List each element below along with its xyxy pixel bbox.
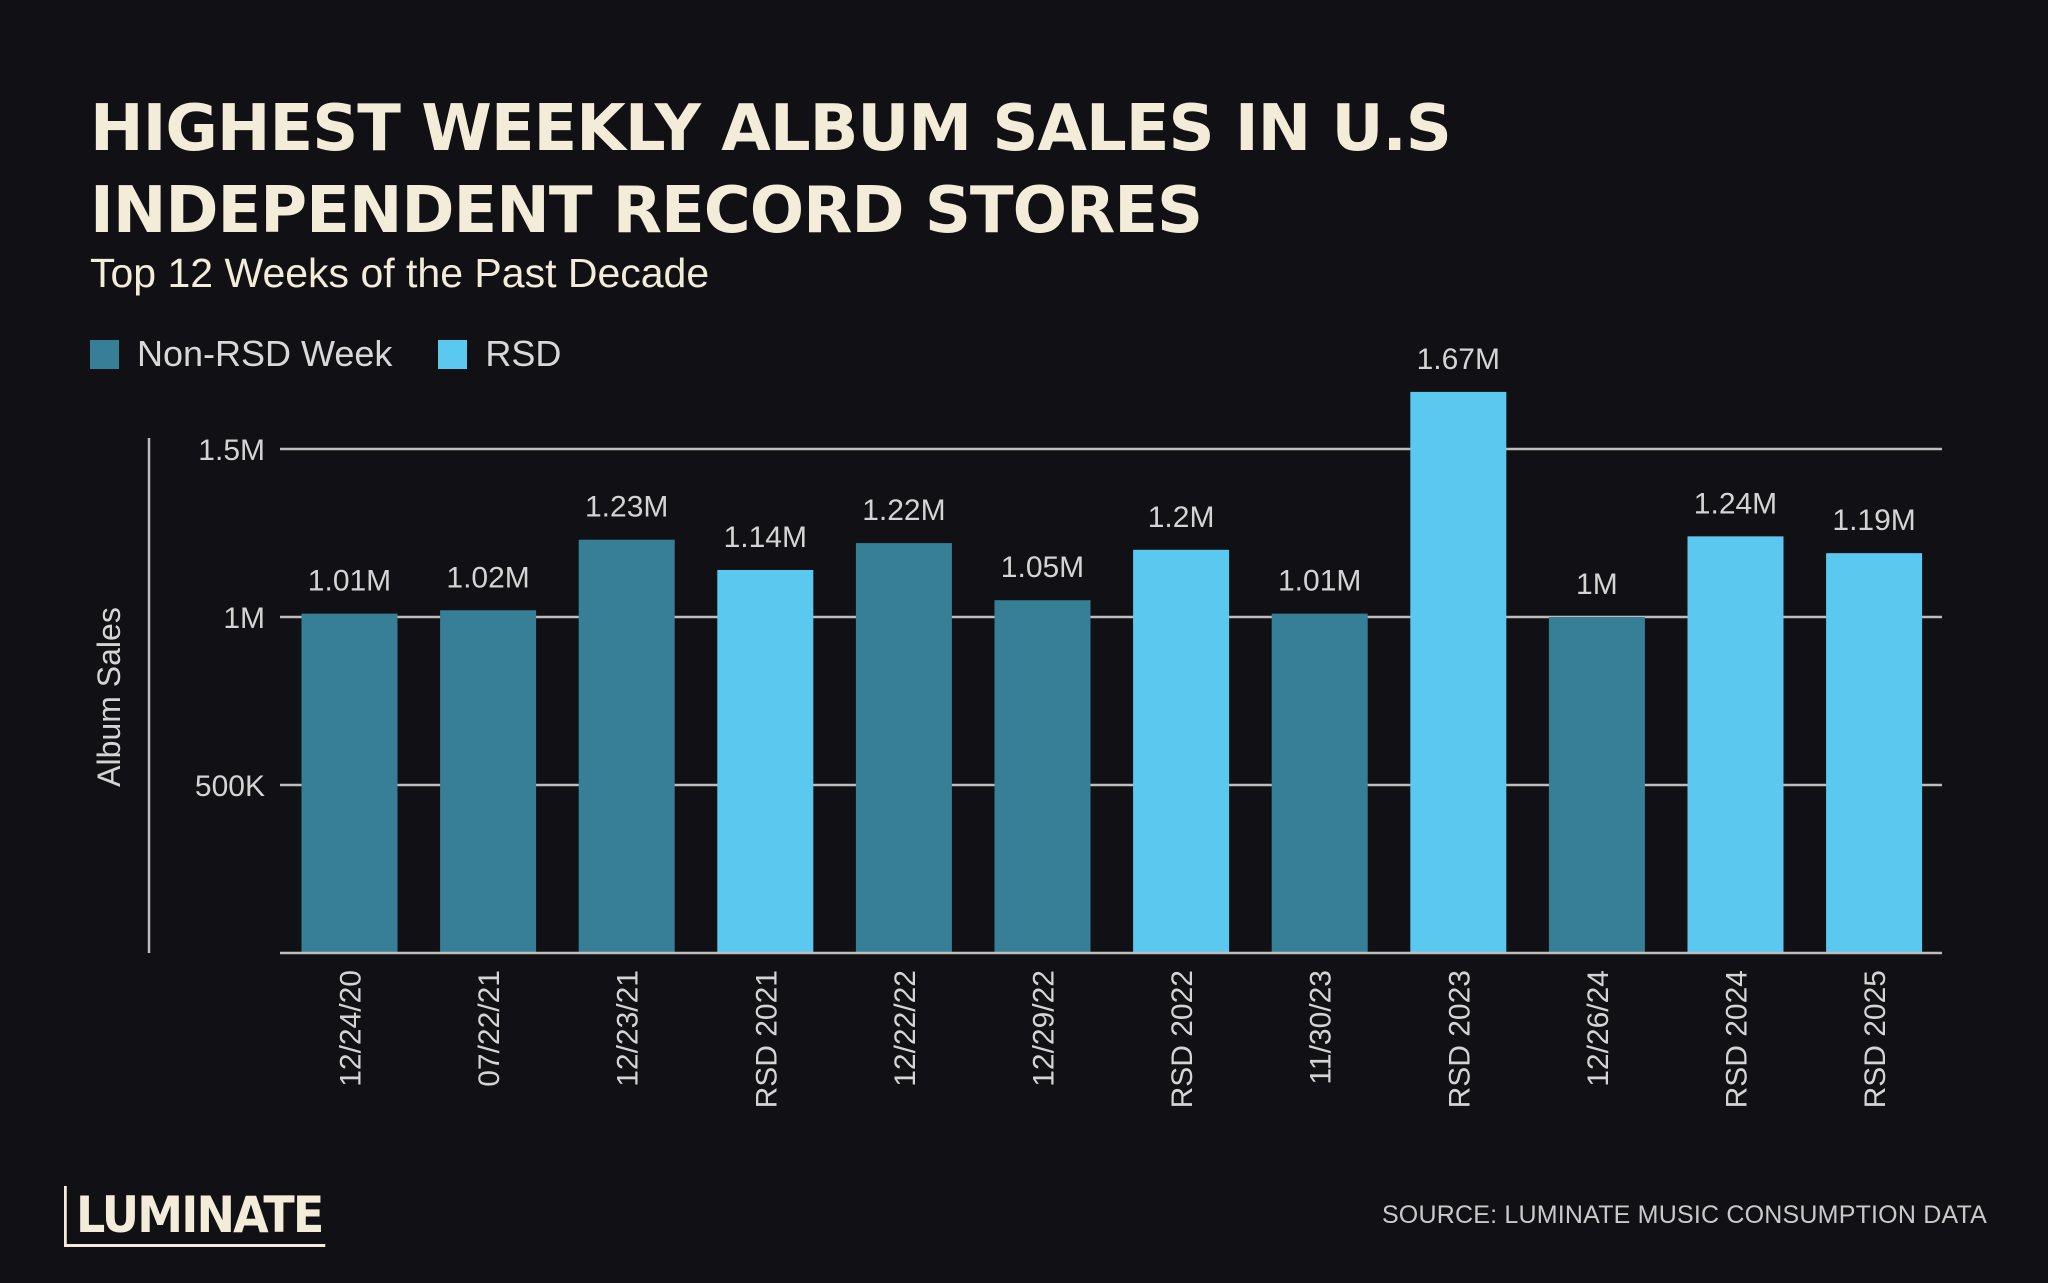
x-tick-label: 11/30/23: [1305, 970, 1338, 1085]
legend-swatch-non-rsd: [90, 339, 119, 369]
y-tick-label: 1.5M: [198, 434, 265, 467]
x-tick-label: RSD 2021: [750, 970, 783, 1108]
title-line-2: INDEPENDENT RECORD STORES: [90, 174, 1203, 248]
bar-value-label: 1.14M: [724, 521, 807, 554]
bar: [1410, 391, 1507, 953]
bar-value-label: 1.2M: [1148, 501, 1215, 534]
bar: [440, 610, 537, 953]
x-tick-label: 12/22/22: [889, 970, 922, 1087]
legend-item-non-rsd: Non-RSD Week: [90, 333, 392, 375]
bar-value-label: 1.05M: [1001, 551, 1084, 584]
bar: [855, 543, 952, 953]
title-line-1: HIGHEST WEEKLY ALBUM SALES IN U.S: [90, 92, 1452, 166]
source-note: SOURCE: LUMINATE MUSIC CONSUMPTION DATA: [1381, 1201, 1987, 1229]
bar: [578, 539, 675, 953]
bar-value-label: 1M: [1576, 568, 1618, 601]
x-tick-label: RSD 2024: [1721, 970, 1754, 1108]
bar: [1548, 617, 1645, 953]
y-tick-label: 1M: [223, 602, 265, 635]
x-tick-label: RSD 2022: [1166, 970, 1199, 1108]
bar: [301, 613, 398, 953]
y-tick-label: 500K: [195, 770, 265, 803]
luminate-logo: LUMINATE: [64, 1186, 326, 1247]
bar-value-label: 1.67M: [1417, 343, 1500, 376]
bar-value-label: 1.02M: [446, 561, 529, 594]
bar-value-label: 1.22M: [862, 494, 945, 527]
chart-subtitle: Top 12 Weeks of the Past Decade: [90, 250, 710, 296]
x-tick-label: 12/26/24: [1582, 970, 1615, 1087]
bar-value-label: 1.24M: [1694, 487, 1777, 520]
x-tick-label: 07/22/21: [473, 970, 506, 1087]
x-tick-label: 12/29/22: [1028, 970, 1061, 1087]
legend-item-rsd: RSD: [438, 333, 561, 375]
bar-value-label: 1.19M: [1832, 504, 1915, 537]
bar: [717, 569, 814, 953]
bar: [1687, 536, 1784, 953]
bar: [1271, 613, 1368, 953]
bar: [1826, 553, 1923, 953]
legend: Non-RSD Week RSD: [90, 333, 607, 375]
legend-label-non-rsd: Non-RSD Week: [137, 333, 393, 374]
y-axis-title: Album Sales: [91, 607, 127, 787]
chart-title: HIGHEST WEEKLY ALBUM SALES IN U.S INDEPE…: [90, 88, 1452, 252]
x-tick-label: 12/24/20: [335, 970, 368, 1087]
bar-value-label: 1.01M: [308, 565, 391, 598]
bar-value-label: 1.01M: [1278, 565, 1361, 598]
bar: [994, 600, 1091, 953]
legend-label-rsd: RSD: [485, 333, 562, 374]
bar: [1133, 549, 1230, 953]
legend-swatch-rsd: [438, 339, 468, 369]
bar-value-label: 1.23M: [585, 491, 668, 524]
x-tick-label: RSD 2025: [1859, 970, 1892, 1108]
x-tick-label: 12/23/21: [612, 970, 645, 1087]
x-tick-label: RSD 2023: [1443, 970, 1476, 1108]
